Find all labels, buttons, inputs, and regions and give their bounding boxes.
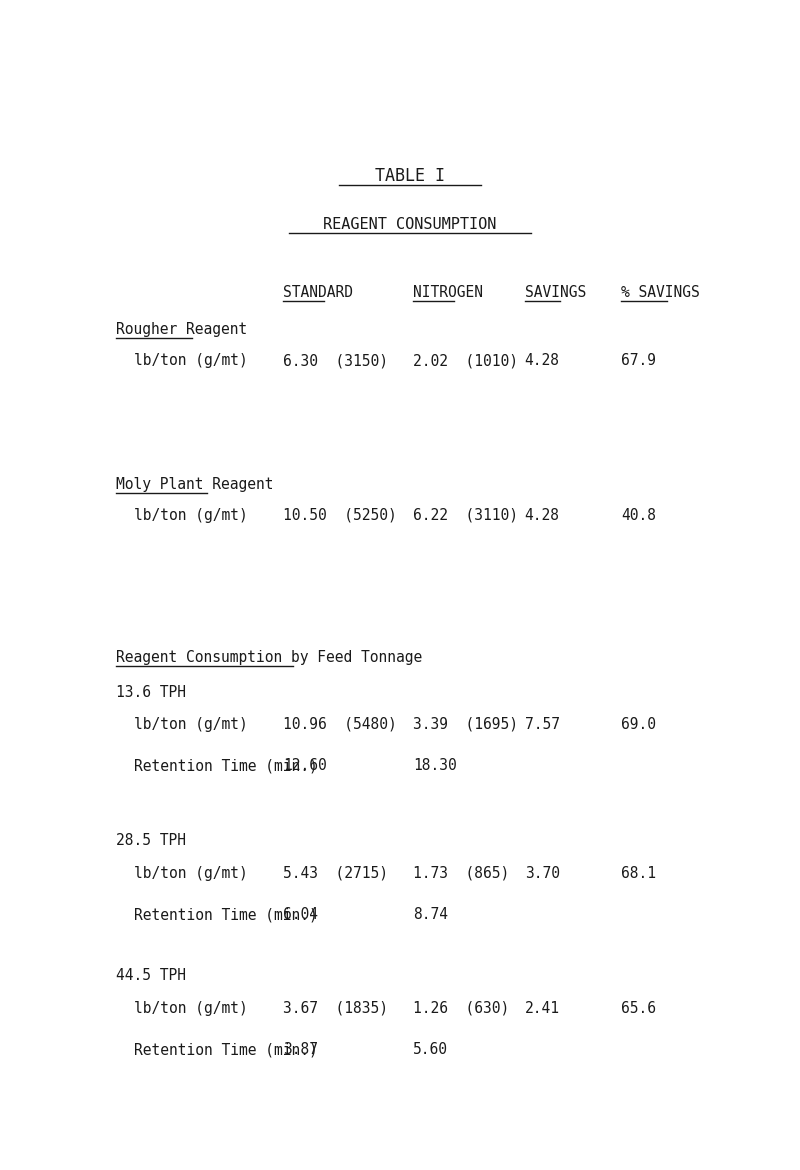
Text: Retention Time (min.): Retention Time (min.)	[134, 907, 318, 922]
Text: 69.0: 69.0	[621, 717, 656, 732]
Text: 28.5 TPH: 28.5 TPH	[115, 833, 186, 848]
Text: 3.67  (1835): 3.67 (1835)	[283, 1000, 388, 1016]
Text: 10.50  (5250): 10.50 (5250)	[283, 508, 397, 523]
Text: SAVINGS: SAVINGS	[525, 284, 586, 300]
Text: lb/ton (g/mt): lb/ton (g/mt)	[134, 508, 248, 523]
Text: Retention Time (min.): Retention Time (min.)	[134, 1042, 318, 1058]
Text: 6.04: 6.04	[283, 907, 318, 922]
Text: 4.28: 4.28	[525, 353, 560, 369]
Text: 3.39  (1695): 3.39 (1695)	[413, 717, 518, 732]
Text: 18.30: 18.30	[413, 758, 457, 773]
Text: 8.74: 8.74	[413, 907, 448, 922]
Text: 12.60: 12.60	[283, 758, 326, 773]
Text: 2.41: 2.41	[525, 1000, 560, 1016]
Text: 1.73  (865): 1.73 (865)	[413, 866, 510, 881]
Text: 13.6 TPH: 13.6 TPH	[115, 684, 186, 700]
Text: STANDARD: STANDARD	[283, 284, 353, 300]
Text: lb/ton (g/mt): lb/ton (g/mt)	[134, 866, 248, 881]
Text: 5.60: 5.60	[413, 1042, 448, 1058]
Text: lb/ton (g/mt): lb/ton (g/mt)	[134, 717, 248, 732]
Text: 44.5 TPH: 44.5 TPH	[115, 969, 186, 983]
Text: 7.57: 7.57	[525, 717, 560, 732]
Text: lb/ton (g/mt): lb/ton (g/mt)	[134, 353, 248, 369]
Text: 1.26  (630): 1.26 (630)	[413, 1000, 510, 1016]
Text: 6.22  (3110): 6.22 (3110)	[413, 508, 518, 523]
Text: 10.96  (5480): 10.96 (5480)	[283, 717, 397, 732]
Text: 4.28: 4.28	[525, 508, 560, 523]
Text: NITROGEN: NITROGEN	[413, 284, 483, 300]
Text: Rougher Reagent: Rougher Reagent	[115, 323, 246, 337]
Text: 5.43  (2715): 5.43 (2715)	[283, 866, 388, 881]
Text: % SAVINGS: % SAVINGS	[621, 284, 699, 300]
Text: 68.1: 68.1	[621, 866, 656, 881]
Text: lb/ton (g/mt): lb/ton (g/mt)	[134, 1000, 248, 1016]
Text: 2.02  (1010): 2.02 (1010)	[413, 353, 518, 369]
Text: TABLE I: TABLE I	[375, 167, 445, 185]
Text: 67.9: 67.9	[621, 353, 656, 369]
Text: Moly Plant Reagent: Moly Plant Reagent	[115, 477, 273, 493]
Text: 3.70: 3.70	[525, 866, 560, 881]
Text: Retention Time (min.): Retention Time (min.)	[134, 758, 318, 773]
Text: 3.87: 3.87	[283, 1042, 318, 1058]
Text: Reagent Consumption by Feed Tonnage: Reagent Consumption by Feed Tonnage	[115, 651, 422, 666]
Text: 6.30  (3150): 6.30 (3150)	[283, 353, 388, 369]
Text: REAGENT CONSUMPTION: REAGENT CONSUMPTION	[323, 216, 497, 232]
Text: 65.6: 65.6	[621, 1000, 656, 1016]
Text: 40.8: 40.8	[621, 508, 656, 523]
